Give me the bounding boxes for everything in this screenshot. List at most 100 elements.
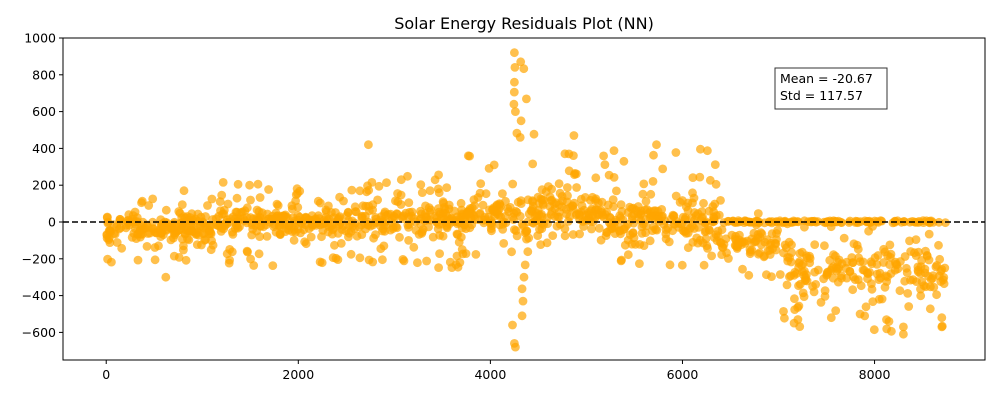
scatter-point [799, 292, 809, 301]
scatter-point [616, 200, 626, 210]
scatter-point [902, 268, 912, 278]
scatter-point [501, 196, 510, 206]
scatter-point [701, 234, 711, 244]
scatter-point [606, 213, 615, 223]
scatter-point [144, 201, 154, 210]
scatter-point [206, 221, 216, 231]
scatter-point [255, 232, 265, 242]
scatter-point [560, 231, 570, 241]
scatter-point [787, 248, 796, 257]
scatter-point [473, 193, 483, 202]
scatter-point [489, 160, 499, 170]
scatter-point [572, 169, 581, 179]
scatter-point [364, 201, 373, 211]
scatter-point [716, 196, 725, 205]
scatter-point [688, 221, 697, 231]
scatter-point [820, 241, 829, 251]
scatter-point [868, 297, 878, 306]
scatter-point [932, 261, 942, 270]
scatter-point [435, 249, 444, 258]
scatter-point [572, 183, 581, 192]
scatter-point [717, 250, 727, 259]
scatter-point [820, 286, 830, 295]
y-tick-label: 1000 [24, 31, 56, 46]
y-axis: −600 −400 −200 0 200 400 600 800 1000 [22, 31, 63, 340]
scatter-point [542, 213, 552, 223]
scatter-point [903, 289, 913, 298]
scatter-point [780, 240, 790, 250]
scatter-point [645, 236, 655, 246]
x-tick-label: 8000 [859, 367, 891, 382]
scatter-point [885, 260, 894, 269]
scatter-point [733, 238, 742, 248]
scatter-point [293, 189, 302, 198]
scatter-point [403, 171, 412, 181]
scatter-point [616, 213, 625, 223]
scatter-point [845, 267, 855, 277]
scatter-point [421, 209, 430, 219]
scatter-point [451, 260, 461, 269]
scatter-point [396, 190, 406, 200]
scatter-point [696, 144, 705, 154]
scatter-point [699, 198, 708, 208]
scatter-point [264, 185, 273, 194]
scatter-point [609, 146, 619, 156]
scatter-point [236, 208, 246, 217]
scatter-point [668, 210, 678, 220]
scatter-point [306, 232, 316, 242]
scatter-point [916, 262, 926, 271]
scatter-point [568, 230, 578, 239]
scatter-point [441, 209, 451, 218]
scatter-point [584, 208, 593, 218]
scatter-point [711, 179, 721, 189]
scatter-point [511, 342, 520, 352]
scatter-point [243, 247, 252, 257]
y-tick-label: −200 [22, 251, 56, 266]
scatter-point [121, 220, 131, 230]
scatter-point [646, 189, 656, 199]
scatter-point [335, 192, 344, 202]
scatter-point [899, 322, 908, 332]
scatter-point [864, 226, 873, 236]
scatter-point [252, 213, 262, 223]
chart-title: Solar Energy Residuals Plot (NN) [394, 14, 654, 33]
scatter-point [357, 212, 367, 222]
scatter-point [498, 225, 508, 234]
scatter-point [649, 213, 659, 223]
scatter-point [607, 223, 617, 233]
scatter-point [223, 199, 233, 209]
scatter-point [508, 179, 518, 189]
scatter-point [591, 204, 601, 214]
scatter-point [336, 217, 345, 227]
scatter-point [899, 329, 908, 339]
scatter-point [652, 140, 661, 150]
scatter-point [631, 240, 640, 249]
x-axis: 0 2000 4000 6000 8000 [102, 360, 891, 382]
scatter-point [355, 253, 365, 263]
scatter-point [876, 216, 886, 226]
scatter-point [697, 207, 707, 217]
scatter-point [373, 195, 382, 205]
scatter-point [322, 207, 331, 217]
y-tick-label: 400 [32, 141, 56, 156]
scatter-point [404, 236, 413, 245]
scatter-point [262, 232, 272, 241]
scatter-point [717, 225, 727, 235]
scatter-point [692, 233, 702, 243]
scatter-point [671, 191, 681, 201]
scatter-point [463, 209, 473, 219]
scatter-point [481, 189, 491, 199]
scatter-point [926, 216, 936, 226]
scatter-point [537, 224, 547, 234]
scatter-point [744, 270, 754, 280]
scatter-point [671, 148, 681, 157]
scatter-point [563, 183, 572, 192]
scatter-point [695, 172, 705, 182]
scatter-point [554, 179, 564, 189]
scatter-point [179, 245, 188, 255]
scatter-point [905, 236, 914, 246]
scatter-point [487, 226, 496, 236]
scatter-point [509, 208, 519, 218]
scatter-point [601, 231, 611, 241]
scatter-point [510, 63, 520, 72]
